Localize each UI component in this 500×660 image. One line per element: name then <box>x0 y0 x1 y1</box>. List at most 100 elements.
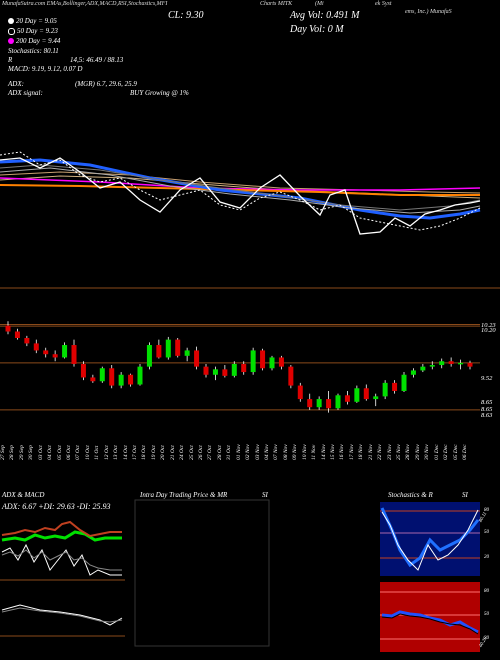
mfi-tick-20: 20 <box>484 636 489 641</box>
candle-body <box>439 361 445 366</box>
legend-50: 50 Day = 9.23 <box>8 27 58 35</box>
ma-blue-line <box>0 158 481 220</box>
stoch-tick-20: 20 <box>484 555 489 560</box>
date-label: 27 Sep <box>0 445 6 460</box>
axis-label-low-c: 8.63 <box>481 412 493 419</box>
legend-swatch-50 <box>8 27 15 35</box>
stoch-panel-title: Stochastics & R <box>388 491 433 499</box>
date-label: 27 Oct <box>207 445 214 460</box>
date-label: 01 Nov <box>235 444 242 460</box>
candle-body <box>62 345 68 358</box>
date-label: 13 Oct <box>113 445 120 460</box>
date-label: 14 Nov <box>320 444 327 460</box>
adx-value: (MGR) 6.7, 29.6, 25.9 <box>75 80 137 88</box>
date-label: 30 Sep <box>28 445 35 460</box>
adx-minus-di-line <box>1 520 122 538</box>
legend-swatch-20 <box>8 18 14 25</box>
date-label: 04 Nov <box>264 444 270 460</box>
axis-label-top-a: 10.23 <box>481 322 496 329</box>
ma-orange-line <box>0 184 480 196</box>
candle-body <box>33 343 39 351</box>
adx-panel-title: ADX & MACD <box>2 491 45 499</box>
ma-200-day-line <box>0 177 481 191</box>
candle-body <box>52 354 58 358</box>
candle-body <box>203 366 209 375</box>
candle-body <box>335 395 341 409</box>
date-label: 21 Nov <box>367 444 374 460</box>
date-label: 23 Nov <box>386 444 393 460</box>
candle-body <box>156 345 162 358</box>
candle-body <box>373 396 379 400</box>
price-close-line <box>0 157 481 235</box>
candle-body <box>382 382 388 397</box>
date-label: 11 Oct <box>94 445 101 460</box>
legend-20: 20 Day = 9.05 <box>8 17 57 25</box>
candle-body <box>241 363 247 373</box>
macd-value: MACD: 9.19, 9.12, 0.07 D <box>8 65 83 73</box>
candle-body <box>222 369 228 376</box>
stoch-panel-si: SI <box>462 491 468 499</box>
candle-body <box>297 385 303 400</box>
date-label: 18 Nov <box>358 444 365 460</box>
candle-body <box>401 374 407 391</box>
day-volume: Day Vol: 0 M <box>290 24 344 35</box>
date-label: 02 Nov <box>245 444 252 460</box>
stochastics-value: Stochastics: 80.11 <box>8 47 59 55</box>
date-label: 07 Oct <box>75 445 82 460</box>
candle-body <box>278 357 284 367</box>
date-label: 15 Nov <box>330 444 336 460</box>
mfi-tick-50: 50 <box>484 612 489 617</box>
date-label: 16 Nov <box>339 444 346 460</box>
stoch-detail: 14,5: 46.49 / 88.13 <box>70 56 124 64</box>
candle-body <box>316 399 322 408</box>
date-label: 14 Oct <box>122 445 129 460</box>
adx-panel-values: ADX: 6.67 +DI: 29.63 -DI: 25.93 <box>2 502 111 511</box>
close-price: CL: 9.30 <box>168 10 204 21</box>
date-label: 21 Oct <box>169 445 176 460</box>
candle-body <box>118 374 124 386</box>
macd-line <box>1 604 123 626</box>
intraday-panel-si: SI <box>262 491 268 499</box>
candle-body <box>175 339 181 356</box>
date-label: 29 Sep <box>18 445 25 460</box>
candle-body <box>146 345 152 367</box>
r-label: R <box>8 56 13 64</box>
date-label: 12 Oct <box>103 445 110 460</box>
candle-body <box>90 377 96 382</box>
date-label: 19 Oct <box>150 445 157 460</box>
candle-body <box>354 388 360 402</box>
date-label: 30 Nov <box>424 444 431 460</box>
candle-body <box>250 350 256 373</box>
legend-label-20: 20 Day = 9.05 <box>16 17 57 25</box>
adx-line <box>1 543 122 576</box>
candle-body <box>307 399 313 408</box>
date-label: 11 Nov <box>311 444 318 460</box>
adx-label: ADX: <box>8 80 24 88</box>
candle-body <box>448 361 454 364</box>
candle-body <box>420 366 426 371</box>
candle-body <box>99 368 105 382</box>
candle-body <box>231 363 237 376</box>
date-label: 10 Oct <box>84 445 91 460</box>
axis-label-low-b: 8.65 <box>481 406 493 413</box>
header-company-c: ems, Inc.) MunafaS <box>405 9 452 15</box>
candle-body <box>14 331 20 338</box>
candle-body <box>165 339 171 358</box>
mfi-signal-line <box>381 613 479 635</box>
stoch-d-line <box>381 509 479 571</box>
candle-body <box>71 345 77 364</box>
stoch-tick-50: 50 <box>484 530 489 535</box>
date-label: 10 Nov <box>301 444 308 460</box>
header-left: MunafaSutra.com EMAs,Bollinger,ADX,MACD,… <box>2 1 167 7</box>
candle-body <box>5 325 11 332</box>
candle-body <box>288 366 294 386</box>
candle-body <box>429 365 435 367</box>
date-label: 22 Nov <box>377 444 384 460</box>
date-label: 09 Nov <box>292 444 299 460</box>
date-label: 06 Oct <box>66 445 72 460</box>
ma-line-tan-1 <box>0 171 481 194</box>
candle-body <box>128 374 134 385</box>
site-name: MunafaSutra.com <box>2 1 46 7</box>
axis-label-top-b: 10.20 <box>481 327 496 334</box>
date-label: 28 Oct <box>216 445 223 460</box>
